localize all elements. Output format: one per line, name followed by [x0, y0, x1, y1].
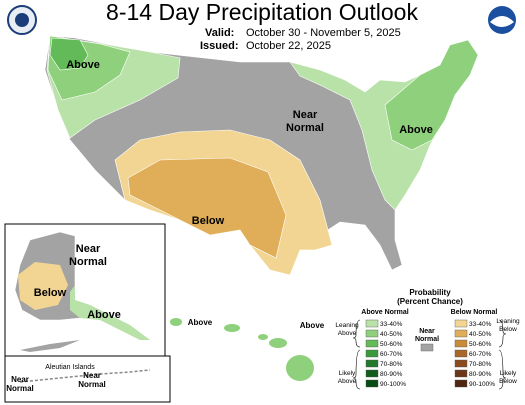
legend-swatch: [365, 369, 379, 378]
above-area-ne-40: [384, 39, 479, 151]
legend-note: Leaning Below: [496, 318, 520, 333]
legend-level: 40-50%: [469, 331, 492, 338]
aleutian-label: Aleutian Islands: [45, 364, 95, 371]
region-label: Above: [66, 59, 100, 71]
issued-label: Issued:: [200, 40, 239, 52]
region-label: Near Normal: [6, 375, 34, 393]
region-label: Above: [300, 321, 325, 330]
legend-level: 60-70%: [380, 351, 403, 358]
legend-level: 70-80%: [380, 361, 403, 368]
valid-label: Valid:: [205, 27, 234, 39]
noaa-logos: [7, 5, 516, 35]
title: 8-14 Day Precipitation Outlook: [106, 0, 418, 25]
alaska-inset: [4, 223, 171, 403]
legend-title: Probability (Percent Chance): [397, 288, 463, 306]
above-area-nw-50: [49, 37, 89, 71]
legend: Probability (Percent Chance) Above Normal…: [335, 288, 520, 390]
legend-near: Near Normal: [415, 328, 439, 343]
issued-date: October 22, 2025: [246, 40, 331, 52]
legend-level: 50-60%: [380, 341, 403, 348]
legend-note: Likely Below: [499, 370, 517, 385]
legend-swatch: [365, 379, 379, 388]
conus: [44, 35, 479, 276]
legend-swatch: [365, 339, 379, 348]
legend-level: 60-70%: [469, 351, 492, 358]
hawaii: [170, 318, 314, 381]
legend-brace: [352, 319, 361, 348]
legend-note: Leaning Above: [335, 322, 359, 337]
legend-level: 33-40%: [380, 321, 403, 328]
legend-swatch: [365, 349, 379, 358]
region-label: Near Normal: [78, 371, 106, 389]
legend-heading: Above Normal: [361, 309, 409, 316]
legend-heading: Below Normal: [451, 309, 498, 316]
legend-swatch: [420, 343, 434, 352]
legend-swatch: [454, 349, 468, 358]
legend-swatch: [454, 329, 468, 338]
legend-level: 40-50%: [380, 331, 403, 338]
legend-brace: [352, 349, 361, 390]
region-label: Below: [192, 215, 225, 227]
legend-brace: [498, 319, 507, 348]
legend-swatch: [454, 339, 468, 348]
region-label: Near Normal: [69, 243, 107, 268]
legend-level: 50-60%: [469, 341, 492, 348]
legend-swatch: [365, 359, 379, 368]
legend-brace: [498, 349, 507, 390]
legend-level: 33-40%: [469, 321, 492, 328]
legend-level: 80-90%: [469, 371, 492, 378]
legend-swatch: [454, 369, 468, 378]
legend-level: 70-80%: [469, 361, 492, 368]
legend-swatch: [454, 379, 468, 388]
legend-note: Likely Above: [338, 370, 357, 385]
legend-swatch: [454, 319, 468, 328]
legend-swatch: [365, 329, 379, 338]
region-label: Above: [87, 309, 121, 321]
legend-level: 90-100%: [380, 381, 406, 388]
valid-dates: October 30 - November 5, 2025: [246, 27, 401, 39]
legend-level: 80-90%: [380, 371, 403, 378]
region-label: Below: [34, 287, 67, 299]
below-area-40: [127, 157, 287, 259]
region-label: Above: [188, 318, 213, 327]
region-label: Above: [399, 124, 433, 136]
legend-swatch: [365, 319, 379, 328]
legend-swatch: [454, 359, 468, 368]
region-label: Near Normal: [286, 109, 324, 134]
legend-level: 90-100%: [469, 381, 495, 388]
